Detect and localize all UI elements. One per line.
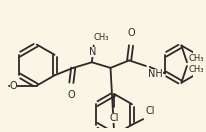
Text: O: O (127, 28, 135, 38)
Text: CH₃: CH₃ (94, 33, 109, 42)
Text: Cl: Cl (110, 113, 119, 123)
Text: N: N (89, 47, 96, 57)
Text: CH₃: CH₃ (189, 54, 204, 63)
Text: Cl: Cl (146, 106, 156, 116)
Text: O: O (68, 90, 75, 100)
Text: CH₃: CH₃ (189, 65, 204, 74)
Text: O: O (10, 81, 17, 91)
Text: NH: NH (148, 69, 163, 79)
